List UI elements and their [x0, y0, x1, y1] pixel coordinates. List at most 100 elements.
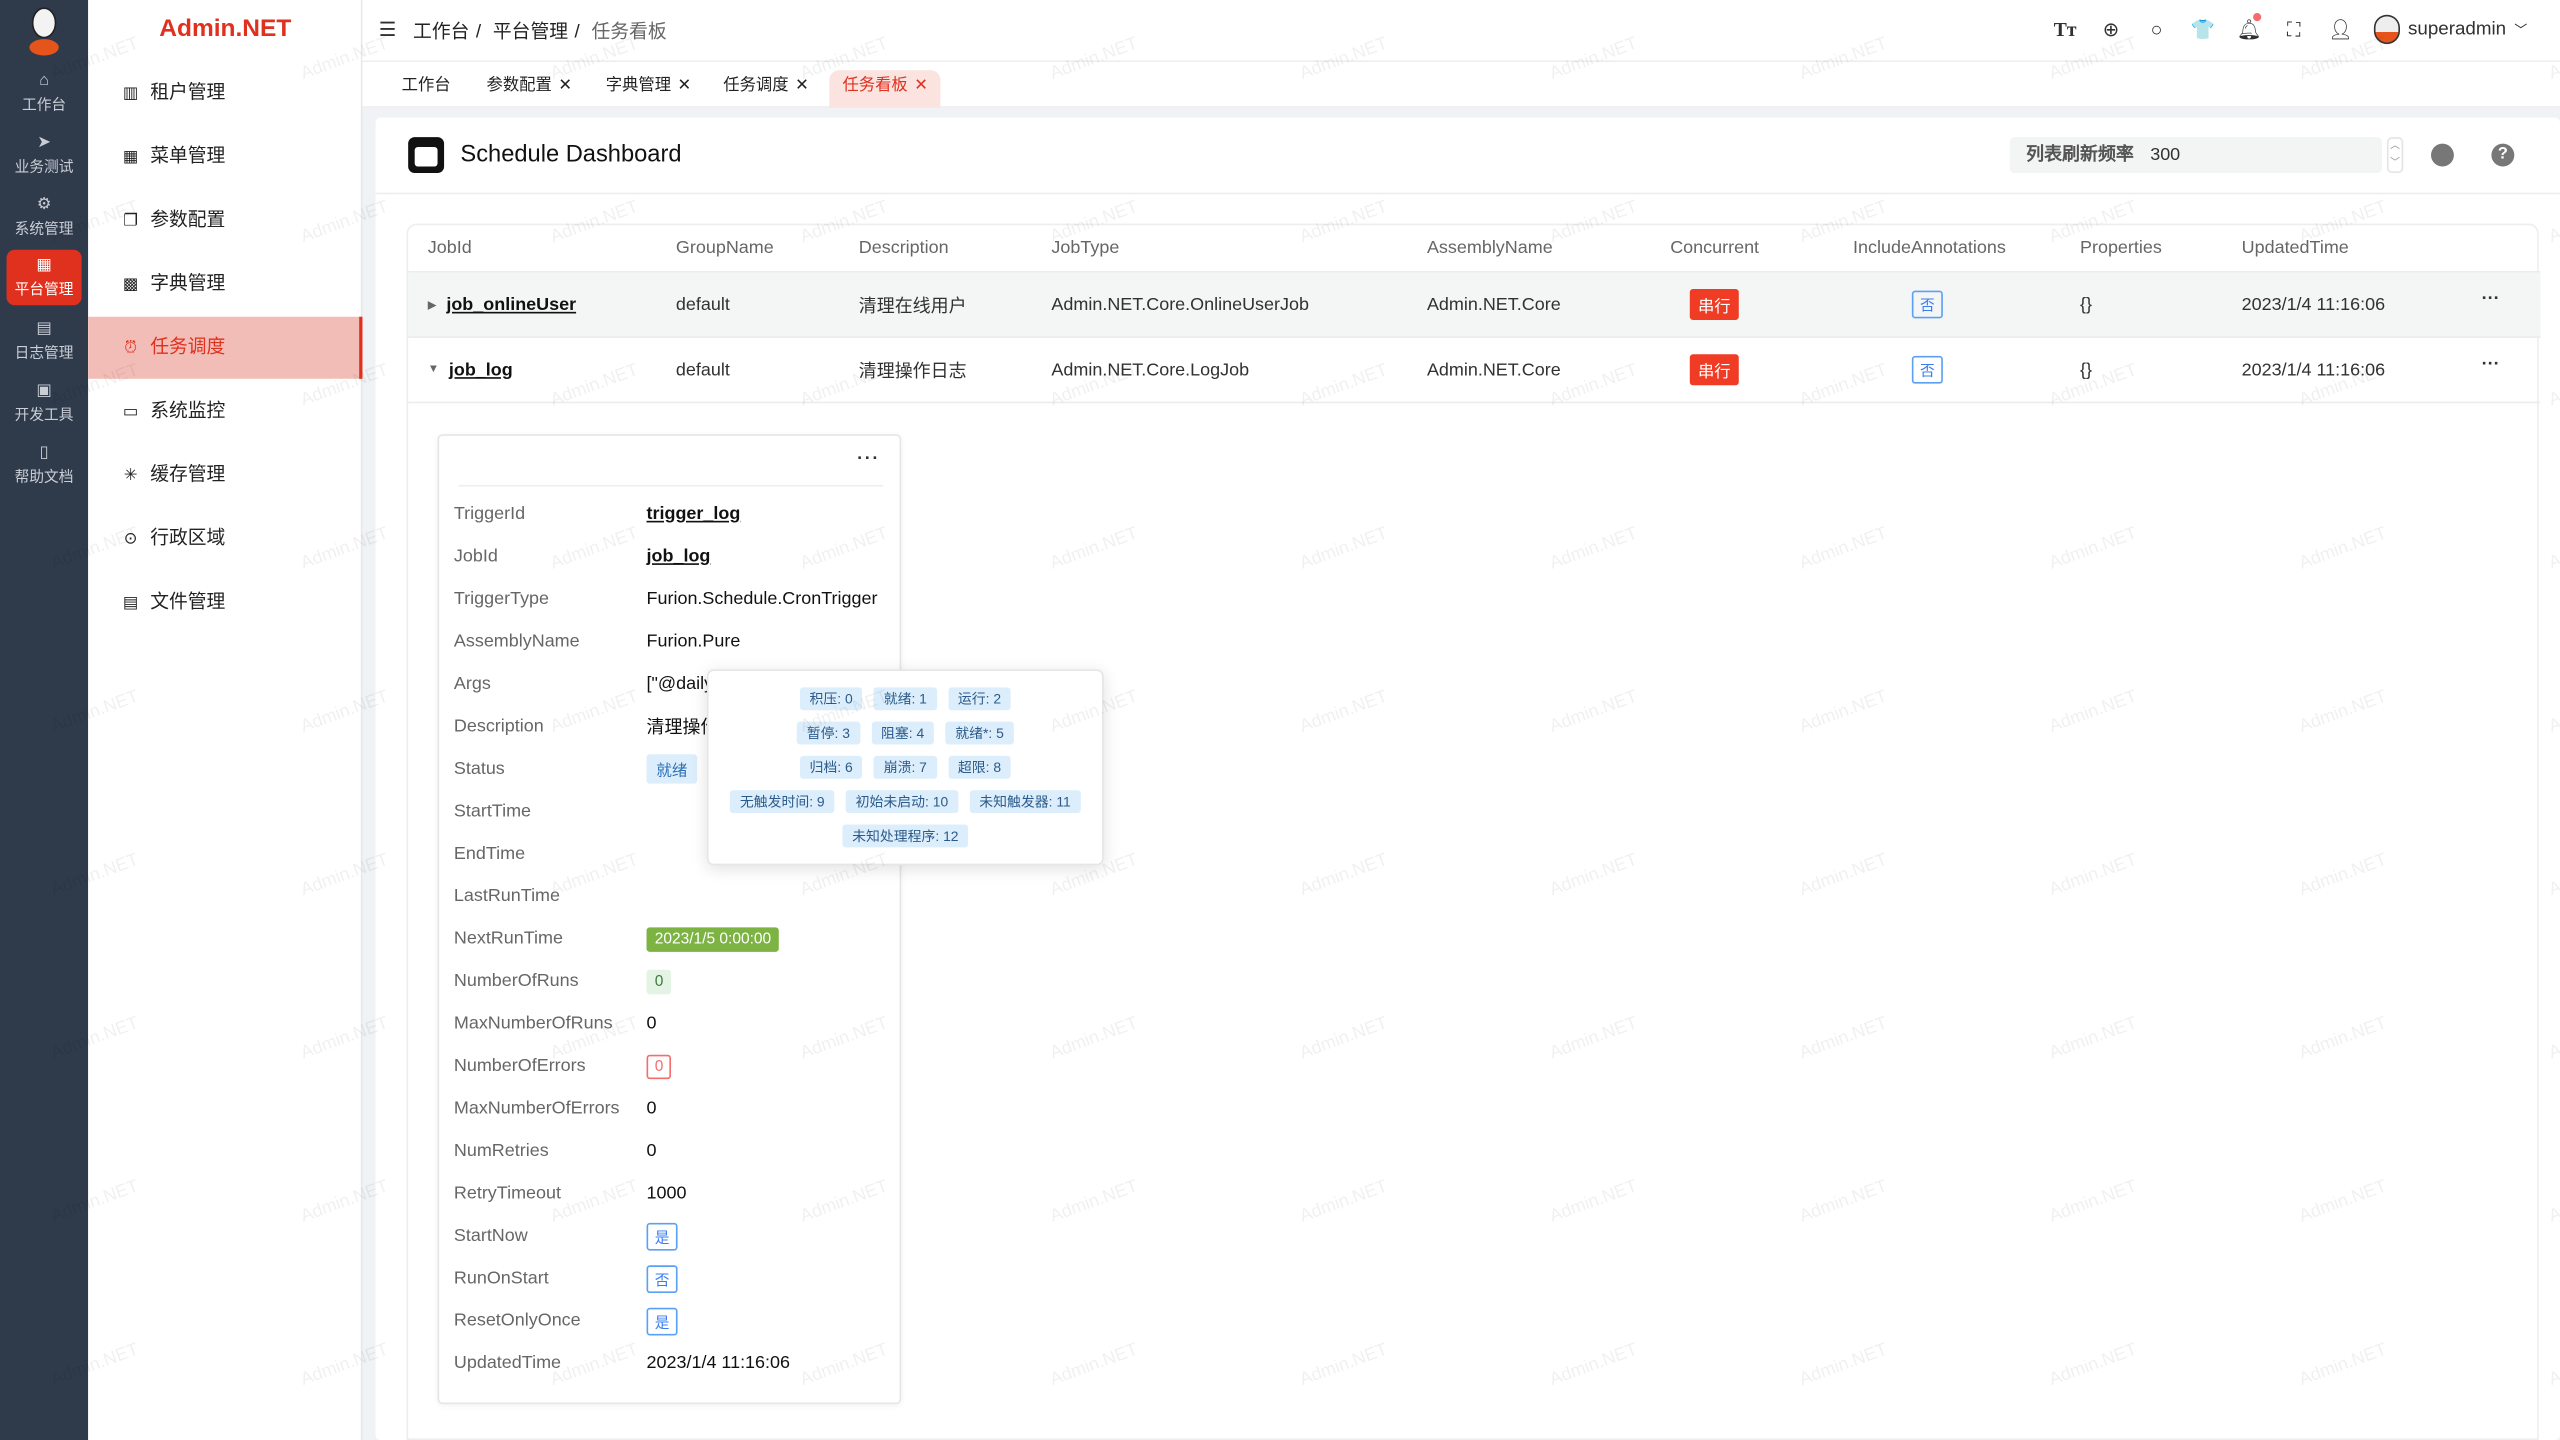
status-legend-tag: 初始未启动: 10 — [845, 790, 959, 814]
theme-toggle-icon[interactable] — [2431, 143, 2454, 167]
submenu-item-5[interactable]: ▭ 系统监控 — [88, 380, 362, 442]
detail-label: MaxNumberOfRuns — [453, 1013, 613, 1034]
table-row[interactable]: ▼ job_log default 清理操作日志 Admin.NET.Core.LogJ… — [408, 338, 2541, 404]
book-icon: ▯ — [39, 444, 49, 463]
job-id-link[interactable]: job_log — [646, 546, 711, 567]
rail-item-label: 业务测试 — [14, 158, 74, 175]
table-row[interactable]: ▶ job_onlineUser default 清理在线用户 Admin.NET.Co… — [408, 272, 2541, 338]
status-popover: 积压: 0 就绪: 1 运行: 2 暂停: 3 阻塞: 4 就绪*: 5 归档: 6 崩溃: … — [706, 669, 1104, 866]
detail-label: MaxNumberOfErrors — [453, 1098, 620, 1119]
rail-item-4[interactable]: ▤ 日志管理 — [7, 313, 82, 369]
refresh-frequency-stepper[interactable]: ︿ ﹀ — [2386, 137, 2404, 174]
desc-cell: 清理操作日志 — [858, 361, 967, 382]
status-tag[interactable]: 就绪 — [646, 754, 698, 784]
breadcrumb-item[interactable]: 平台管理 — [492, 22, 569, 43]
more-icon[interactable]: ··· — [2481, 288, 2500, 308]
jobid-cell: ▶ job_onlineUser — [428, 273, 576, 337]
bell-icon[interactable]: 🔔︎ — [2237, 13, 2261, 41]
rail-item-1[interactable]: ➤ 业务测试 — [7, 127, 82, 183]
assembly-cell: Admin.NET.Core — [1426, 294, 1561, 315]
detail-value: 2023/1/5 0:00:00 — [646, 926, 780, 952]
tab-3[interactable]: 任务调度 ✕ — [710, 70, 822, 108]
rail-item-5[interactable]: ▣ 开发工具 — [7, 376, 82, 432]
submenu-item-4[interactable]: ⏰︎ 任务调度 — [88, 316, 363, 379]
search-icon[interactable]: ○ — [2150, 17, 2163, 41]
submenu-item-3[interactable]: ▩ 字典管理 — [88, 253, 362, 315]
submenu-item-label: 字典管理 — [150, 274, 226, 294]
tab-label: 任务看板 — [842, 76, 908, 95]
status-legend-tag: 未知处理程序: 12 — [842, 824, 969, 848]
fullscreen-icon[interactable]: ⛶ — [2286, 17, 2301, 40]
copy-icon: ❐ — [123, 212, 138, 231]
assembly-cell: Admin.NET.Core — [1426, 360, 1561, 380]
close-icon[interactable]: ✕ — [795, 76, 809, 95]
caret-down-icon[interactable]: ▼ — [427, 364, 440, 376]
submenu-item-0[interactable]: ▥ 租户管理 — [88, 62, 362, 124]
help-icon[interactable]: ? — [2491, 143, 2515, 167]
close-icon[interactable]: ✕ — [914, 76, 928, 95]
close-icon[interactable]: ✕ — [558, 76, 573, 95]
detail-row-numretries: NumRetries 0 — [454, 1130, 895, 1172]
tab-1[interactable]: 参数配置 ✕ — [473, 70, 585, 108]
rail-item-6[interactable]: ▯ 帮助文档 — [7, 438, 82, 494]
tab-2[interactable]: 字典管理 ✕ — [593, 70, 705, 108]
trigger-id-link[interactable]: trigger_log — [646, 504, 741, 525]
schedule-calendar-icon — [408, 137, 445, 174]
notification-dot — [2252, 13, 2262, 22]
more-icon[interactable]: ··· — [2481, 353, 2500, 374]
submenu-item-1[interactable]: ▦ 菜单管理 — [88, 126, 362, 188]
trigger-detail-card: ··· TriggerId trigger_log JobId job_log Trig… — [437, 434, 902, 1405]
detail-row-args: Args ["@daily — [454, 663, 895, 705]
detail-label: EndTime — [453, 844, 526, 864]
rail-item-label: 开发工具 — [14, 406, 74, 423]
jobType-cell: Admin.NET.Core.LogJob — [1051, 360, 1250, 380]
tab-4[interactable]: 任务看板 ✕ — [829, 70, 942, 108]
user-menu[interactable]: superadmin ﹀ — [2373, 14, 2527, 45]
user-icon[interactable]: 👤︎ — [2328, 17, 2353, 41]
refresh-frequency-input[interactable]: 列表刷新频率 300 — [2009, 137, 2383, 174]
status-legend-tag: 崩溃: 7 — [873, 755, 937, 779]
detail-label: Args — [453, 674, 491, 694]
status-legend-tag: 运行: 2 — [948, 687, 1011, 711]
detail-value: 0 — [646, 1013, 657, 1034]
tab-label: 工作台 — [401, 76, 451, 95]
status-legend-tag: 归档: 6 — [799, 755, 863, 779]
menu-toggle-icon[interactable]: ☰ — [378, 17, 397, 41]
detail-row-updatedtime: UpdatedTime 2023/1/4 11:16:06 — [454, 1342, 895, 1384]
jobid-cell: ▼ job_log — [428, 338, 513, 402]
detail-value: 0 — [646, 1141, 657, 1161]
submenu: Admin.NET ▥ 租户管理 ▦ 菜单管理 ❐ 参数配置 ▩ 字典管理 ⏰︎ 任务调度 ▭ 系统监… — [88, 0, 363, 1440]
decrement-icon[interactable]: ﹀ — [2390, 158, 2400, 169]
rail-item-3[interactable]: ▦ 平台管理 — [6, 249, 82, 306]
submenu-item-8[interactable]: ▤ 文件管理 — [88, 571, 362, 633]
status-legend-tag: 就绪*: 5 — [945, 721, 1014, 745]
column-header: UpdatedTime — [2241, 238, 2349, 258]
language-icon[interactable]: ⊕ — [2102, 17, 2120, 41]
caret-right-icon[interactable]: ▶ — [427, 299, 437, 312]
column-header: JobId — [427, 238, 472, 258]
tab-0[interactable]: 工作台 — [389, 70, 464, 108]
rail-item-0[interactable]: ⌂ 工作台 — [7, 65, 82, 121]
location-icon: ⊙ — [123, 530, 138, 549]
font-size-icon[interactable]: Tт — [2053, 17, 2077, 40]
job-id-link[interactable]: job_onlineUser — [446, 294, 577, 315]
close-icon[interactable]: ✕ — [677, 76, 692, 95]
submenu-item-6[interactable]: ✳ 缓存管理 — [88, 444, 362, 506]
submenu-item-2[interactable]: ❐ 参数配置 — [88, 189, 362, 251]
updated-time-cell: 2023/1/4 11:16:06 — [2241, 360, 2386, 380]
jobType-cell: Admin.NET.Core.OnlineUserJob — [1051, 294, 1309, 315]
refresh-frequency-value: 300 — [2150, 145, 2181, 165]
more-icon[interactable]: ··· — [857, 448, 880, 469]
job-id-link[interactable]: job_log — [448, 360, 513, 380]
page-title-text: Schedule Dashboard — [460, 142, 682, 169]
submenu-item-label: 行政区域 — [150, 528, 226, 549]
rail-item-label: 工作台 — [22, 96, 67, 113]
tab-bar: 工作台 参数配置 ✕ 字典管理 ✕ 任务调度 ✕ 任务看板 ✕ — [362, 62, 2560, 108]
submenu-item-7[interactable]: ⊙ 行政区域 — [88, 508, 362, 570]
building-icon: ▥ — [122, 84, 139, 103]
increment-icon[interactable]: ︿ — [2390, 142, 2400, 152]
breadcrumb-item[interactable]: 工作台 — [413, 22, 470, 43]
rail-item-2[interactable]: ⚙ 系统管理 — [7, 189, 82, 245]
skin-icon[interactable]: 👕 — [2190, 17, 2216, 41]
detail-row-lastruntime: LastRunTime — [454, 875, 895, 917]
